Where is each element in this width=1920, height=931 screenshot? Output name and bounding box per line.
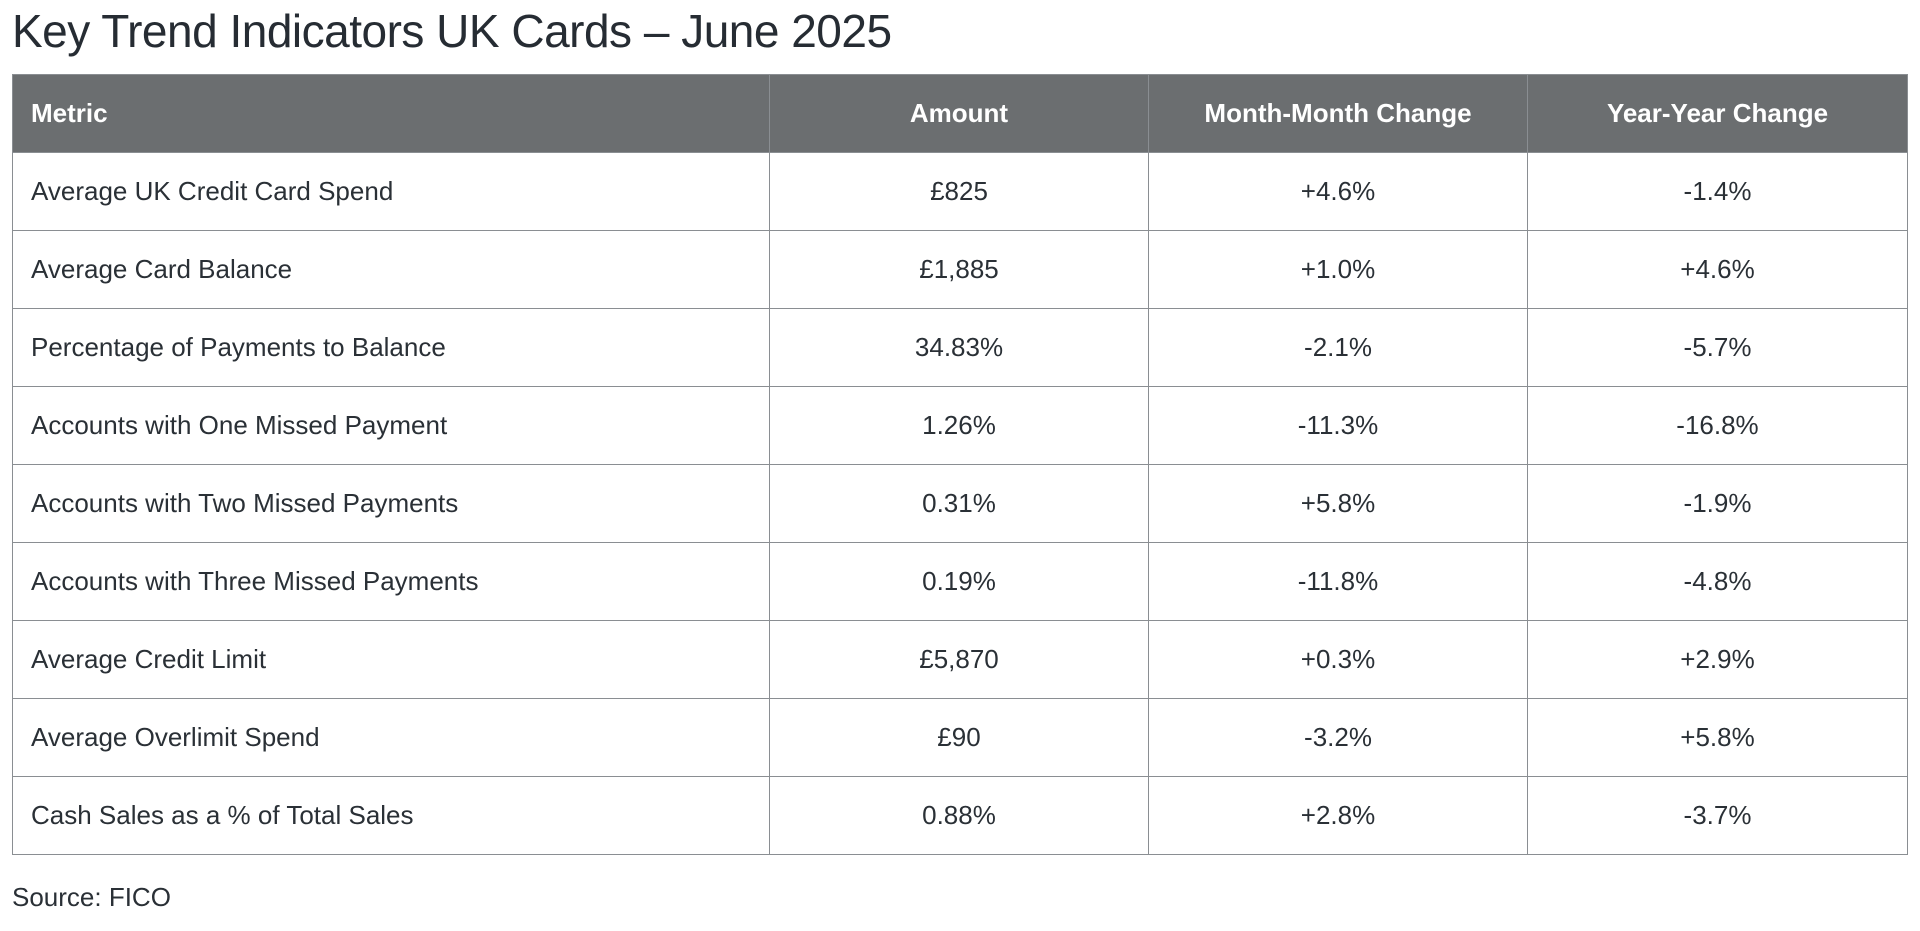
month-month-change-cell: -3.2%: [1148, 698, 1528, 777]
amount-cell: £5,870: [769, 620, 1149, 699]
metric-cell: Average Credit Limit: [12, 620, 770, 699]
metric-cell: Accounts with Three Missed Payments: [12, 542, 770, 621]
table-row: Average UK Credit Card Spend £825 +4.6% …: [12, 152, 1908, 231]
metric-cell: Average Overlimit Spend: [12, 698, 770, 777]
metric-cell: Average UK Credit Card Spend: [12, 152, 770, 231]
key-trend-indicators-table: Metric Amount Month-Month Change Year-Ye…: [12, 74, 1908, 855]
table-row: Average Credit Limit £5,870 +0.3% +2.9%: [12, 620, 1908, 699]
amount-cell: 0.31%: [769, 464, 1149, 543]
year-year-change-cell: +5.8%: [1527, 698, 1908, 777]
month-month-change-cell: +4.6%: [1148, 152, 1528, 231]
amount-cell: 34.83%: [769, 308, 1149, 387]
metric-cell: Accounts with Two Missed Payments: [12, 464, 770, 543]
month-month-change-cell: +5.8%: [1148, 464, 1528, 543]
page-title: Key Trend Indicators UK Cards – June 202…: [12, 5, 892, 57]
metric-cell: Average Card Balance: [12, 230, 770, 309]
month-month-change-cell: -11.8%: [1148, 542, 1528, 621]
month-month-change-cell: +0.3%: [1148, 620, 1528, 699]
year-year-change-cell: -3.7%: [1527, 776, 1908, 855]
year-year-change-cell: -1.4%: [1527, 152, 1908, 231]
metric-cell: Cash Sales as a % of Total Sales: [12, 776, 770, 855]
source-note: Source: FICO: [12, 882, 171, 912]
column-header-amount: Amount: [769, 74, 1149, 153]
column-header-metric: Metric: [12, 74, 770, 153]
table-row: Accounts with One Missed Payment 1.26% -…: [12, 386, 1908, 465]
metric-cell: Accounts with One Missed Payment: [12, 386, 770, 465]
amount-cell: £90: [769, 698, 1149, 777]
year-year-change-cell: -4.8%: [1527, 542, 1908, 621]
month-month-change-cell: +2.8%: [1148, 776, 1528, 855]
table-row: Average Overlimit Spend £90 -3.2% +5.8%: [12, 698, 1908, 777]
table-row: Cash Sales as a % of Total Sales 0.88% +…: [12, 776, 1908, 855]
metric-cell: Percentage of Payments to Balance: [12, 308, 770, 387]
table-row: Accounts with Three Missed Payments 0.19…: [12, 542, 1908, 621]
month-month-change-cell: -2.1%: [1148, 308, 1528, 387]
year-year-change-cell: +4.6%: [1527, 230, 1908, 309]
year-year-change-cell: -1.9%: [1527, 464, 1908, 543]
amount-cell: 0.88%: [769, 776, 1149, 855]
month-month-change-cell: +1.0%: [1148, 230, 1528, 309]
amount-cell: £825: [769, 152, 1149, 231]
month-month-change-cell: -11.3%: [1148, 386, 1528, 465]
year-year-change-cell: -16.8%: [1527, 386, 1908, 465]
column-header-year-year-change: Year-Year Change: [1527, 74, 1908, 153]
column-header-month-month-change: Month-Month Change: [1148, 74, 1528, 153]
header-row: Metric Amount Month-Month Change Year-Ye…: [12, 74, 1908, 153]
table-row: Percentage of Payments to Balance 34.83%…: [12, 308, 1908, 387]
table-header: Metric Amount Month-Month Change Year-Ye…: [12, 74, 1908, 153]
amount-cell: £1,885: [769, 230, 1149, 309]
year-year-change-cell: +2.9%: [1527, 620, 1908, 699]
table-body: Average UK Credit Card Spend £825 +4.6% …: [12, 152, 1908, 855]
table-row: Accounts with Two Missed Payments 0.31% …: [12, 464, 1908, 543]
table-row: Average Card Balance £1,885 +1.0% +4.6%: [12, 230, 1908, 309]
year-year-change-cell: -5.7%: [1527, 308, 1908, 387]
amount-cell: 0.19%: [769, 542, 1149, 621]
amount-cell: 1.26%: [769, 386, 1149, 465]
